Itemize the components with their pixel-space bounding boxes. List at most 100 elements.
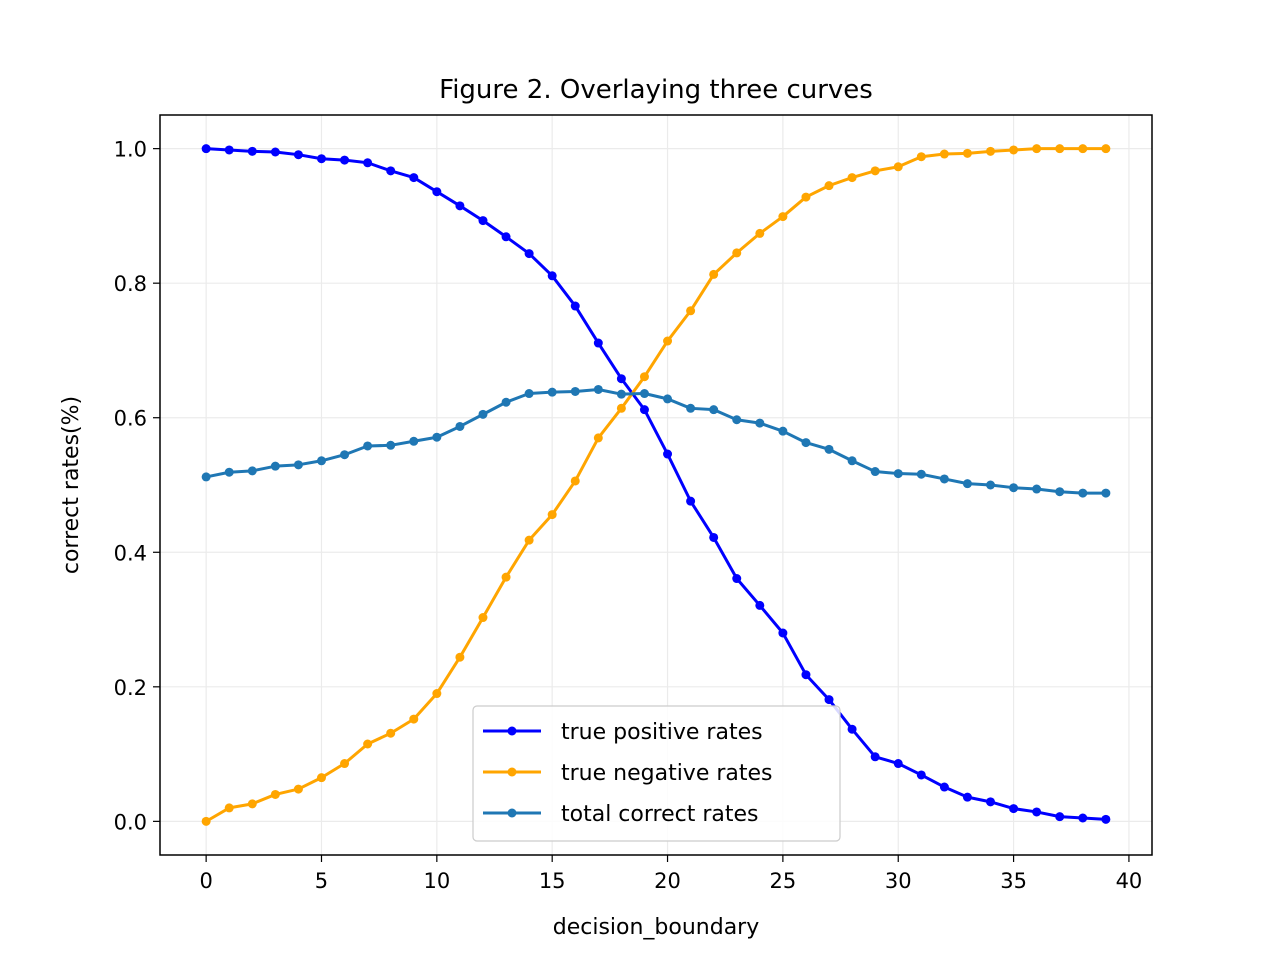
data-point [340,155,350,165]
data-point [201,816,211,826]
legend-box [472,705,841,842]
legend-marker [507,767,517,777]
data-point [224,803,234,813]
x-tick-label: 30 [885,869,912,893]
x-tick-label: 25 [770,869,797,893]
data-point [893,469,903,479]
data-point [293,460,303,470]
data-point [501,572,511,582]
series-layer [201,144,1111,826]
data-point [270,789,280,799]
data-point [293,150,303,160]
data-point [916,770,926,780]
data-point [547,510,557,520]
data-point [663,449,673,459]
data-point [501,397,511,407]
data-point [593,384,603,394]
data-point [824,444,834,454]
data-point [986,797,996,807]
x-tick-label: 40 [1116,869,1143,893]
data-point [363,158,373,168]
data-point [270,461,280,471]
data-point [1101,814,1111,824]
data-point [524,249,534,259]
data-point [363,441,373,451]
data-point [686,403,696,413]
data-point [201,144,211,154]
x-axis: 0 5 10 15 20 25 30 35 40 [199,855,1142,893]
data-point [709,405,719,415]
legend-item: true positive rates [483,720,763,745]
series-true-negative-rates [201,144,1111,826]
x-tick-label: 35 [1000,869,1027,893]
data-point [432,432,442,442]
data-point [916,152,926,162]
legend-label: total correct rates [561,802,758,827]
y-tick-label: 1.0 [114,138,147,162]
series-total-correct-rates [201,384,1111,498]
data-point [939,782,949,792]
data-point [778,628,788,638]
data-point [847,456,857,466]
data-point [1055,144,1065,154]
x-tick-label: 20 [654,869,681,893]
data-point [316,773,326,783]
data-point [870,166,880,176]
data-point [939,474,949,484]
data-point [340,759,350,769]
data-point [686,496,696,506]
data-point [1101,144,1111,154]
x-tick-label: 0 [199,869,212,893]
data-point [501,232,511,242]
data-point [270,147,280,157]
legend-item: total correct rates [483,802,758,827]
data-point [224,145,234,155]
data-point [547,387,557,397]
data-point [1055,487,1065,497]
data-point [432,689,442,699]
series-line-total-correct-rates [205,387,1106,495]
data-point [639,372,649,382]
y-axis: 0.0 0.2 0.4 0.6 0.8 1.0 [114,138,160,834]
data-point [916,469,926,479]
data-point [1032,144,1042,154]
data-point [639,389,649,399]
data-point [686,306,696,316]
data-point [732,248,742,258]
data-point [363,739,373,749]
data-point [870,752,880,762]
data-point [801,192,811,202]
data-point [1078,813,1088,823]
data-point [962,148,972,158]
data-point [778,426,788,436]
data-point [824,181,834,191]
data-point [386,440,396,450]
data-point [893,162,903,172]
data-point [224,467,234,477]
data-point [316,456,326,466]
data-point [755,418,765,428]
series-true-positive-rates [201,144,1111,824]
series-line-true-positive-rates [206,147,1106,821]
x-axis-label: decision_boundary [553,915,760,940]
legend-marker [507,726,517,736]
legend-label: true negative rates [561,761,773,786]
data-point [616,374,626,384]
data-point [1055,812,1065,822]
data-point [709,269,719,279]
plot-frame [159,114,1153,856]
data-point [593,433,603,443]
data-point [663,336,673,346]
data-point [201,472,211,482]
y-tick-label: 0.2 [114,676,147,700]
data-point [709,532,719,542]
data-point [778,212,788,222]
data-point [616,403,626,413]
data-point [732,415,742,425]
data-point [478,409,488,419]
data-point [478,613,488,623]
data-point [409,714,419,724]
data-point [1101,488,1111,498]
x-tick-label: 10 [423,869,450,893]
legend-marker [507,808,517,818]
